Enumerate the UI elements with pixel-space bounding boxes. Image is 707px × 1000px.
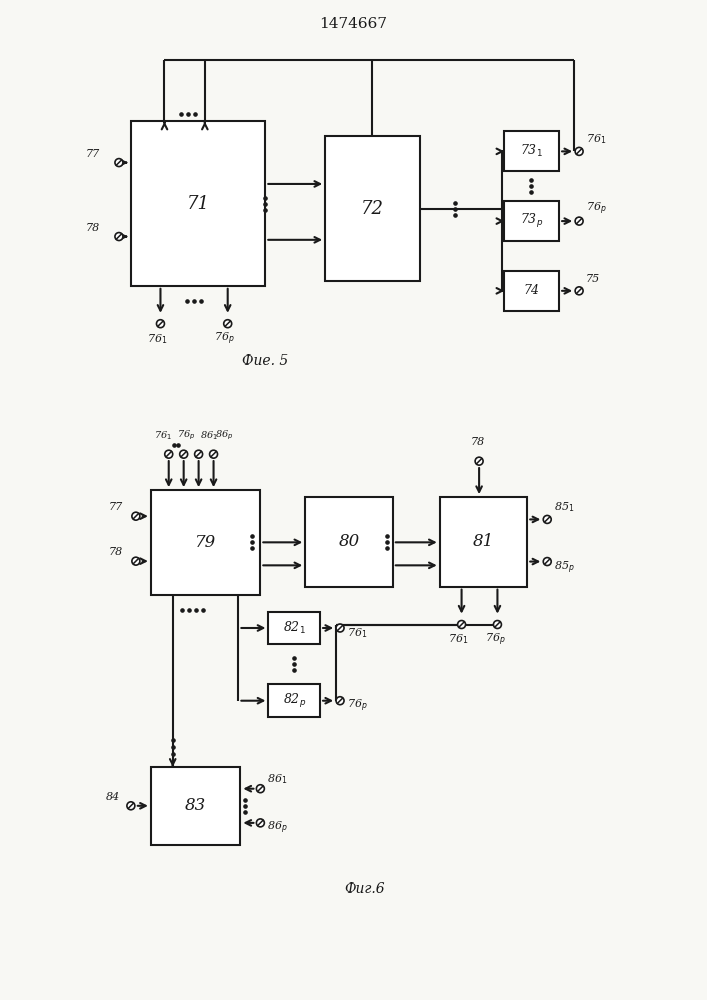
Circle shape (194, 450, 203, 458)
Text: 81: 81 (473, 533, 494, 550)
Circle shape (115, 159, 123, 167)
Bar (504, 271, 559, 311)
Text: 79: 79 (195, 534, 216, 551)
Text: 86$_p$: 86$_p$ (214, 429, 233, 442)
Text: 76$_1$: 76$_1$ (448, 633, 468, 646)
Text: 71: 71 (187, 195, 209, 213)
Text: 80: 80 (339, 533, 360, 550)
Circle shape (132, 512, 140, 520)
Bar (440, 497, 527, 587)
Text: 78: 78 (109, 547, 123, 557)
Circle shape (115, 233, 123, 241)
Text: Фиг.6: Фиг.6 (344, 882, 385, 896)
Text: 85$_1$: 85$_1$ (554, 501, 575, 514)
Circle shape (223, 320, 232, 328)
Circle shape (575, 287, 583, 295)
Text: 76$_1$: 76$_1$ (146, 332, 167, 346)
Text: 86$_1$: 86$_1$ (267, 772, 288, 786)
Bar (305, 497, 393, 587)
Bar (504, 201, 559, 241)
Text: 76$_p$: 76$_p$ (214, 330, 235, 347)
Text: 78: 78 (86, 223, 100, 233)
Text: 86$_1$: 86$_1$ (199, 429, 218, 442)
Circle shape (127, 802, 135, 810)
Circle shape (493, 621, 501, 628)
Text: 82$_p$: 82$_p$ (283, 692, 306, 710)
Bar (269, 612, 320, 644)
Circle shape (132, 557, 140, 565)
Text: 78: 78 (471, 437, 486, 447)
Text: 73$_p$: 73$_p$ (520, 212, 544, 230)
Circle shape (165, 450, 173, 458)
Text: 73$_1$: 73$_1$ (520, 143, 543, 159)
Text: 77: 77 (109, 502, 123, 512)
Text: 76$_p$: 76$_p$ (347, 697, 368, 714)
Text: 74: 74 (524, 284, 540, 297)
Text: 75: 75 (586, 274, 600, 284)
Text: 82$_1$: 82$_1$ (283, 620, 305, 636)
Text: 76$_1$: 76$_1$ (154, 429, 172, 442)
Text: 76$_1$: 76$_1$ (586, 133, 607, 146)
Circle shape (209, 450, 218, 458)
Circle shape (336, 697, 344, 705)
Bar (151, 767, 240, 845)
Text: 77: 77 (86, 149, 100, 159)
Circle shape (575, 217, 583, 225)
Text: 85$_p$: 85$_p$ (554, 559, 575, 576)
Text: 1474667: 1474667 (319, 17, 387, 31)
Circle shape (156, 320, 165, 328)
Text: 76$_p$: 76$_p$ (177, 429, 195, 442)
Text: 76$_1$: 76$_1$ (347, 626, 368, 640)
Bar (504, 131, 559, 171)
Text: 76$_p$: 76$_p$ (486, 631, 506, 648)
Circle shape (543, 558, 551, 566)
Circle shape (257, 785, 264, 793)
Circle shape (257, 819, 264, 827)
Text: 84: 84 (106, 792, 120, 802)
Text: Фие. 5: Фие. 5 (243, 354, 288, 368)
Bar (325, 136, 420, 281)
Text: 72: 72 (361, 200, 384, 218)
Circle shape (180, 450, 187, 458)
Bar (269, 684, 320, 717)
Text: 83: 83 (185, 797, 206, 814)
Text: 76$_p$: 76$_p$ (586, 201, 607, 217)
Circle shape (475, 457, 483, 465)
Bar (131, 121, 265, 286)
Text: 86$_p$: 86$_p$ (267, 820, 288, 836)
Circle shape (336, 624, 344, 632)
Bar (151, 490, 260, 595)
Circle shape (575, 147, 583, 155)
Circle shape (457, 621, 465, 628)
Circle shape (543, 515, 551, 523)
